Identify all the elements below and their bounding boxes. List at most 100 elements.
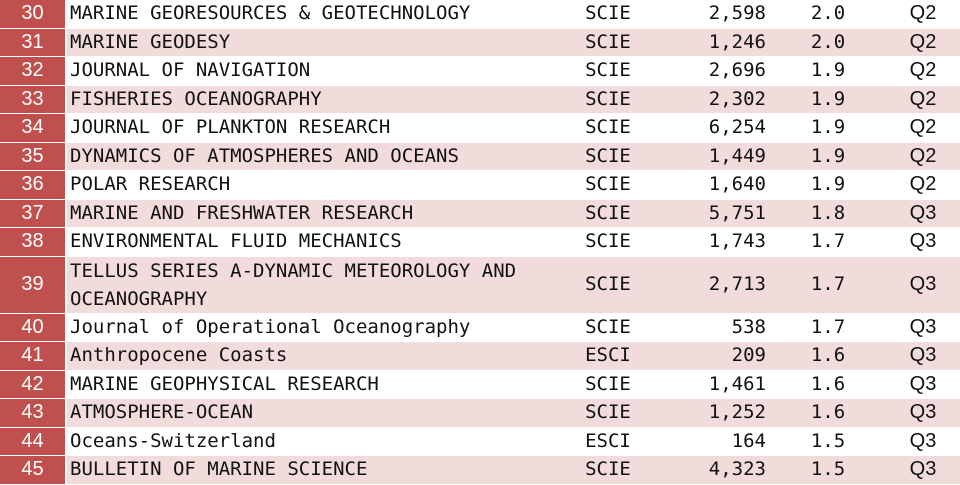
impact-factor-cell: 1.9 [770,170,886,200]
impact-factor-cell: 1.8 [770,199,886,228]
index-cell: SCIE [550,370,666,399]
rank-cell: 37 [0,199,67,228]
citations-cell: 1,743 [666,227,770,257]
impact-factor-cell: 1.6 [770,398,886,428]
rank-cell: 33 [0,85,67,114]
index-cell: SCIE [550,199,666,228]
journal-name-cell: TELLUS SERIES A-DYNAMIC METEOROLOGY AND … [66,256,550,314]
impact-factor-cell: 1.5 [770,427,886,456]
journal-name-cell: ATMOSPHERE-OCEAN [66,398,550,428]
rank-cell: 41 [0,341,67,371]
citations-cell: 5,751 [666,199,770,228]
impact-factor-cell: 1.6 [770,341,886,371]
table-row: 42 MARINE GEOPHYSICAL RESEARCH SCIE 1,46… [0,370,960,399]
journal-name-cell: Oceans-Switzerland [66,427,550,456]
quartile-cell: Q3 [886,227,960,257]
impact-factor-cell: 1.7 [770,313,886,342]
journal-name-cell: Journal of Operational Oceanography [66,313,550,342]
table-row: 35 DYNAMICS OF ATMOSPHERES AND OCEANS SC… [0,142,960,171]
journal-name-cell: MARINE GEORESOURCES & GEOTECHNOLOGY [66,0,550,29]
journal-name-cell: BULLETIN OF MARINE SCIENCE [66,455,550,485]
index-cell: ESCI [550,341,666,371]
journal-name-cell: POLAR RESEARCH [66,170,550,200]
impact-factor-cell: 2.0 [770,28,886,57]
impact-factor-cell: 1.9 [770,142,886,171]
table-row: 33 FISHERIES OCEANOGRAPHY SCIE 2,302 1.9… [0,85,960,114]
index-cell: ESCI [550,427,666,456]
journal-name-cell: MARINE AND FRESHWATER RESEARCH [66,199,550,228]
citations-cell: 2,713 [666,256,770,314]
journal-name-cell: MARINE GEODESY [66,28,550,57]
rank-cell: 32 [0,56,67,86]
rank-cell: 39 [0,256,67,314]
citations-cell: 164 [666,427,770,456]
table-row: 44 Oceans-Switzerland ESCI 164 1.5 Q3 [0,427,960,456]
quartile-cell: Q2 [886,56,960,86]
index-cell: SCIE [550,227,666,257]
quartile-cell: Q3 [886,427,960,456]
quartile-cell: Q3 [886,256,960,314]
rank-cell: 38 [0,227,67,257]
table-row: 38 ENVIRONMENTAL FLUID MECHANICS SCIE 1,… [0,227,960,257]
journal-name-cell: Anthropocene Coasts [66,341,550,371]
quartile-cell: Q2 [886,170,960,200]
quartile-cell: Q3 [886,455,960,485]
index-cell: SCIE [550,56,666,86]
table-row: 32 JOURNAL OF NAVIGATION SCIE 2,696 1.9 … [0,56,960,86]
rank-cell: 40 [0,313,67,342]
quartile-cell: Q2 [886,113,960,143]
rank-cell: 44 [0,427,67,456]
impact-factor-cell: 1.7 [770,227,886,257]
citations-cell: 1,246 [666,28,770,57]
table-row: 37 MARINE AND FRESHWATER RESEARCH SCIE 5… [0,199,960,228]
citations-cell: 209 [666,341,770,371]
table-row: 34 JOURNAL OF PLANKTON RESEARCH SCIE 6,2… [0,113,960,143]
rank-cell: 36 [0,170,67,200]
index-cell: SCIE [550,455,666,485]
index-cell: SCIE [550,113,666,143]
index-cell: SCIE [550,28,666,57]
quartile-cell: Q3 [886,341,960,371]
index-cell: SCIE [550,170,666,200]
impact-factor-cell: 2.0 [770,0,886,29]
rank-cell: 34 [0,113,67,143]
impact-factor-cell: 1.5 [770,455,886,485]
index-cell: SCIE [550,256,666,314]
journal-name-cell: JOURNAL OF NAVIGATION [66,56,550,86]
citations-cell: 1,461 [666,370,770,399]
table-row: 31 MARINE GEODESY SCIE 1,246 2.0 Q2 [0,28,960,57]
quartile-cell: Q3 [886,398,960,428]
table-row: 30 MARINE GEORESOURCES & GEOTECHNOLOGY S… [0,0,960,29]
journal-name-cell: ENVIRONMENTAL FLUID MECHANICS [66,227,550,257]
citations-cell: 6,254 [666,113,770,143]
citations-cell: 2,302 [666,85,770,114]
table-row: 45 BULLETIN OF MARINE SCIENCE SCIE 4,323… [0,455,960,485]
impact-factor-cell: 1.7 [770,256,886,314]
quartile-cell: Q2 [886,28,960,57]
rank-cell: 43 [0,398,67,428]
table-row: 43 ATMOSPHERE-OCEAN SCIE 1,252 1.6 Q3 [0,398,960,428]
journal-name-cell: DYNAMICS OF ATMOSPHERES AND OCEANS [66,142,550,171]
citations-cell: 538 [666,313,770,342]
index-cell: SCIE [550,142,666,171]
journal-name-cell: JOURNAL OF PLANKTON RESEARCH [66,113,550,143]
quartile-cell: Q2 [886,142,960,171]
rank-cell: 31 [0,28,67,57]
quartile-cell: Q2 [886,0,960,29]
impact-factor-cell: 1.6 [770,370,886,399]
table-row: 39 TELLUS SERIES A-DYNAMIC METEOROLOGY A… [0,256,960,314]
citations-cell: 1,640 [666,170,770,200]
quartile-cell: Q3 [886,313,960,342]
rank-cell: 42 [0,370,67,399]
rank-cell: 30 [0,0,67,29]
table-row: 36 POLAR RESEARCH SCIE 1,640 1.9 Q2 [0,170,960,200]
citations-cell: 1,449 [666,142,770,171]
table-row: 41 Anthropocene Coasts ESCI 209 1.6 Q3 [0,341,960,371]
journal-name-cell: MARINE GEOPHYSICAL RESEARCH [66,370,550,399]
impact-factor-cell: 1.9 [770,56,886,86]
rank-cell: 45 [0,455,67,485]
journal-name-cell: FISHERIES OCEANOGRAPHY [66,85,550,114]
impact-factor-cell: 1.9 [770,113,886,143]
